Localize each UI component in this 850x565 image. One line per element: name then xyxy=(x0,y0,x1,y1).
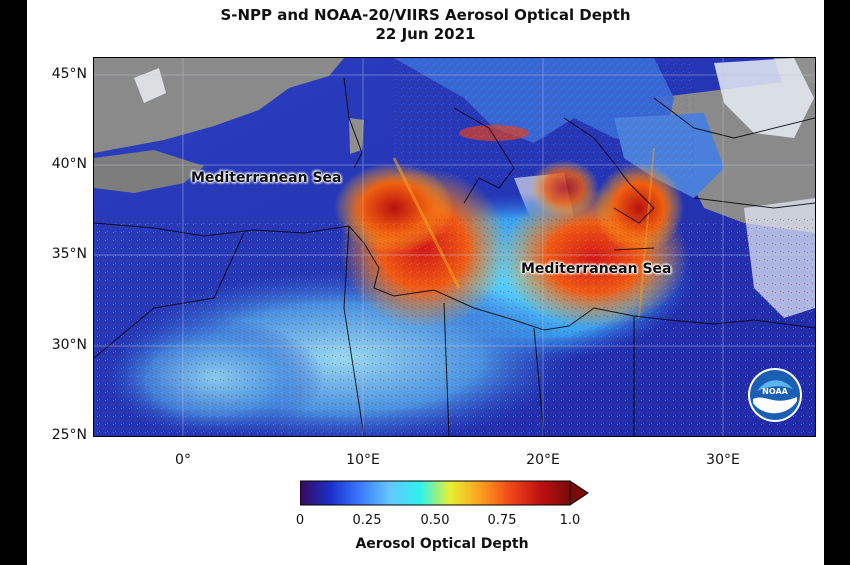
colorbar-tick-075: 0.75 xyxy=(487,513,517,528)
lat-label-45n: 45°N xyxy=(51,66,87,82)
colorbar-tick-050: 0.50 xyxy=(420,513,450,528)
lon-label-20e: 20°E xyxy=(526,452,560,468)
colorbar-label: Aerosol Optical Depth xyxy=(355,536,529,552)
lat-label-35n: 35°N xyxy=(51,246,87,262)
sea-label-east: Mediterranean Sea xyxy=(521,261,672,277)
aerosol-map-image xyxy=(94,58,815,436)
lat-label-40n: 40°N xyxy=(51,156,87,172)
figure-title: S-NPP and NOAA-20/VIIRS Aerosol Optical … xyxy=(220,6,631,24)
colorbar-tick-0: 0 xyxy=(295,513,305,528)
lat-label-25n: 25°N xyxy=(51,427,87,443)
lon-label-30e: 30°E xyxy=(706,452,740,468)
figure-date: 22 Jun 2021 xyxy=(375,25,476,43)
colorbar xyxy=(300,480,589,506)
svg-text:NOAA: NOAA xyxy=(762,387,788,396)
noaa-logo-icon: NOAA xyxy=(748,368,802,422)
colorbar-tick-025: 0.25 xyxy=(352,513,382,528)
lat-label-30n: 30°N xyxy=(51,337,87,353)
aerosol-map xyxy=(93,57,816,437)
lon-label-10e: 10°E xyxy=(346,452,380,468)
lon-label-0: 0° xyxy=(175,452,191,468)
sea-label-west: Mediterranean Sea xyxy=(191,170,342,186)
figure: S-NPP and NOAA-20/VIIRS Aerosol Optical … xyxy=(27,0,824,565)
colorbar-tick-10: 1.0 xyxy=(559,513,581,528)
